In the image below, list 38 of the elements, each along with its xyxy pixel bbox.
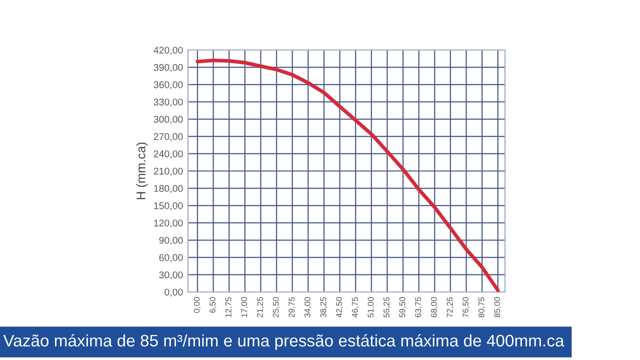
x-tick-label: 68,00	[430, 297, 438, 318]
y-axis-title: H (mm.ca)	[136, 142, 148, 200]
y-tick-label: 390,00	[154, 64, 183, 72]
x-tick-label: 76,50	[462, 297, 470, 318]
y-tick-label: 420,00	[154, 46, 183, 55]
x-tick-label: 6,50	[210, 297, 217, 313]
y-tick-label: 150,00	[154, 202, 183, 210]
x-tick-label: 72,25	[446, 297, 454, 318]
y-tick-label: 300,00	[154, 116, 183, 124]
x-tick-label: 12,75	[225, 297, 232, 318]
x-tick-label: 59,50	[399, 297, 406, 318]
x-tick-label: 51,00	[368, 297, 375, 318]
x-tick-label: 0,00	[194, 297, 201, 313]
x-tick-label: 17,00	[241, 297, 248, 318]
y-tick-label: 60,00	[159, 254, 183, 262]
x-tick-label: 25,50	[272, 297, 280, 318]
x-tick-label: 63,75	[415, 297, 422, 318]
x-tick-label: 80,75	[478, 297, 486, 318]
x-tick-label: 29,75	[288, 297, 296, 318]
x-tick-label: 34,00	[304, 297, 312, 318]
text: Vazão máxima de 85 m³/mim e uma pressão estática máxima de 400mm.ca	[3, 334, 564, 350]
y-tick-label: 120,00	[154, 220, 183, 228]
x-tick-label: 21,25	[257, 297, 264, 318]
line-series	[196, 58, 500, 292]
y-tick-label: 270,00	[154, 133, 183, 142]
x-tick-label: 42,50	[336, 297, 343, 318]
x-tick-label: 46,75	[352, 297, 359, 318]
x-tick-label: 55,25	[384, 297, 390, 318]
y-tick-label: 210,00	[154, 168, 183, 176]
y-tick-label: 180,00	[154, 185, 183, 194]
y-tick-label: 90,00	[159, 236, 183, 245]
y-tick-label: 360,00	[154, 81, 183, 90]
y-tick-label: 30,00	[159, 271, 183, 280]
y-tick-label: 0,00	[164, 288, 183, 297]
y-tick-label: 330,00	[154, 98, 183, 107]
y-tick-label: 240,00	[154, 150, 183, 158]
x-tick-label: 85,00	[494, 297, 502, 318]
x-tick-label: 38,25	[320, 297, 328, 318]
